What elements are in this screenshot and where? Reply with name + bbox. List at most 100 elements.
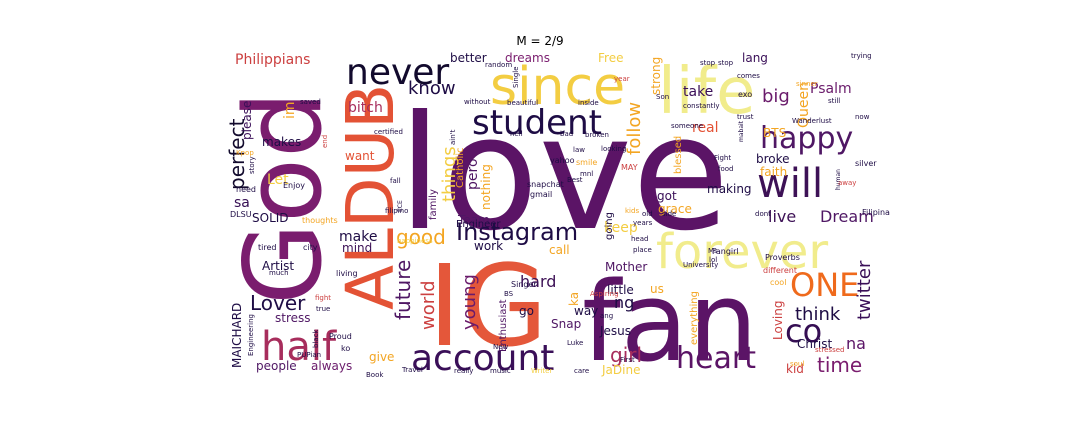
word-care: care — [574, 367, 589, 375]
word-loving: Loving — [771, 301, 785, 340]
word-world: world — [418, 280, 439, 330]
word-old: old — [642, 210, 653, 218]
word-big: big — [762, 86, 790, 107]
word-philippians: Philippians — [235, 52, 310, 68]
word-forever: forever — [656, 224, 828, 280]
word-stress: stress — [275, 311, 311, 325]
word-jesus: Jesus — [599, 324, 631, 338]
word-people: people — [256, 359, 297, 373]
word-go: go — [519, 304, 534, 318]
word-queen: Queen — [796, 82, 812, 128]
word-travel: Travel — [401, 366, 423, 374]
word-psalm: Psalm — [810, 81, 852, 97]
word-proud: Proud — [329, 332, 352, 341]
word-music: music — [490, 367, 511, 375]
word-hell: hell — [510, 130, 523, 138]
word-luke: Luke — [567, 339, 583, 347]
word-one: ONE — [790, 266, 859, 304]
word-side: side — [662, 210, 676, 218]
word-fight: Fight — [714, 154, 731, 162]
word-student: student — [472, 103, 602, 143]
word-christ: Christ — [797, 337, 833, 351]
word-first: First — [620, 356, 635, 364]
word-story: story — [248, 156, 256, 174]
word-make: make — [339, 229, 377, 245]
word-life: life — [658, 55, 755, 129]
word-dream: Dream — [820, 207, 874, 226]
word-will: will — [757, 161, 823, 207]
word-happy: happy — [760, 121, 853, 156]
word-jadine: JaDine — [601, 363, 640, 377]
word-making: making — [707, 182, 752, 196]
word-lol: lol — [709, 256, 717, 264]
word-trying: trying — [851, 52, 872, 60]
word-black: black — [312, 328, 320, 348]
word-really: really — [454, 367, 473, 375]
word-since: since — [490, 57, 625, 117]
word-living: living — [336, 269, 358, 278]
word-got: got — [657, 189, 677, 203]
word-new: New — [493, 343, 509, 351]
word-bitch: bitch — [348, 100, 383, 116]
word-family: family — [428, 189, 439, 220]
word-way: way — [574, 304, 598, 318]
word-twitter: twitter — [854, 260, 875, 320]
word-away: away — [838, 179, 856, 187]
word-need: need — [236, 185, 256, 194]
word-god: God — [222, 91, 345, 305]
word-ig: IG — [428, 242, 548, 372]
word-university: University — [683, 261, 718, 269]
word-strong: strong — [649, 57, 663, 95]
word-maichard: MAICHARD — [230, 303, 244, 368]
word-heart: heart — [676, 341, 756, 376]
word-thoughts: thoughts — [302, 216, 338, 225]
word-ng: ng — [614, 293, 634, 312]
word-always: always — [311, 359, 352, 373]
word-random: random — [485, 61, 512, 69]
word-book: Book — [366, 371, 384, 379]
word-stop: stop — [718, 59, 734, 67]
word-silver: silver — [855, 159, 877, 168]
word-gmail: gmail — [530, 190, 552, 199]
word-proverbs: Proverbs — [765, 253, 800, 262]
word-half: half — [261, 324, 337, 370]
word-years: years — [633, 219, 653, 227]
word-hard: hard — [520, 272, 556, 291]
word-ka: ka — [567, 292, 581, 306]
word-keep: keep — [604, 220, 638, 236]
word-fall: fall — [390, 177, 401, 185]
word-fight: fight — [315, 294, 331, 302]
word-faith: faith — [760, 165, 787, 179]
word-beautiful: beautiful — [507, 99, 538, 107]
word-head: head — [631, 235, 648, 243]
word-ms: Ms — [708, 247, 718, 255]
word-stop: stop — [700, 59, 716, 67]
word-catholic: Catholic — [455, 147, 466, 188]
word-everything: everything — [689, 291, 700, 345]
word-na: na — [846, 334, 866, 353]
word-sinner: sinner — [796, 80, 818, 88]
word-may: MAY — [621, 163, 638, 172]
word-different: different — [763, 266, 797, 275]
word-mother: Mother — [605, 260, 647, 274]
word-single: Single — [512, 66, 520, 88]
word-team: Team — [457, 213, 490, 227]
word-ain-t: ain't — [449, 129, 457, 145]
word-ang: ang — [600, 312, 613, 320]
word-year: year — [614, 75, 630, 83]
word-much: much — [269, 269, 289, 277]
word-aldub: ALDUB — [332, 84, 409, 310]
word-things: things — [439, 146, 460, 202]
word-someone: someone — [671, 122, 703, 130]
word-little: little — [607, 283, 634, 297]
word-saved: saved — [300, 98, 321, 106]
word-singer: Singer — [511, 280, 537, 289]
word-ko: ko — [341, 344, 350, 353]
word-smile: smile — [576, 158, 597, 167]
word-girl: girl — [610, 343, 642, 367]
word-law: law — [573, 146, 585, 154]
word-aspiring: Aspiring — [590, 290, 619, 298]
word-follow: follow — [624, 102, 645, 155]
word-pupian: PUPian — [297, 351, 321, 359]
